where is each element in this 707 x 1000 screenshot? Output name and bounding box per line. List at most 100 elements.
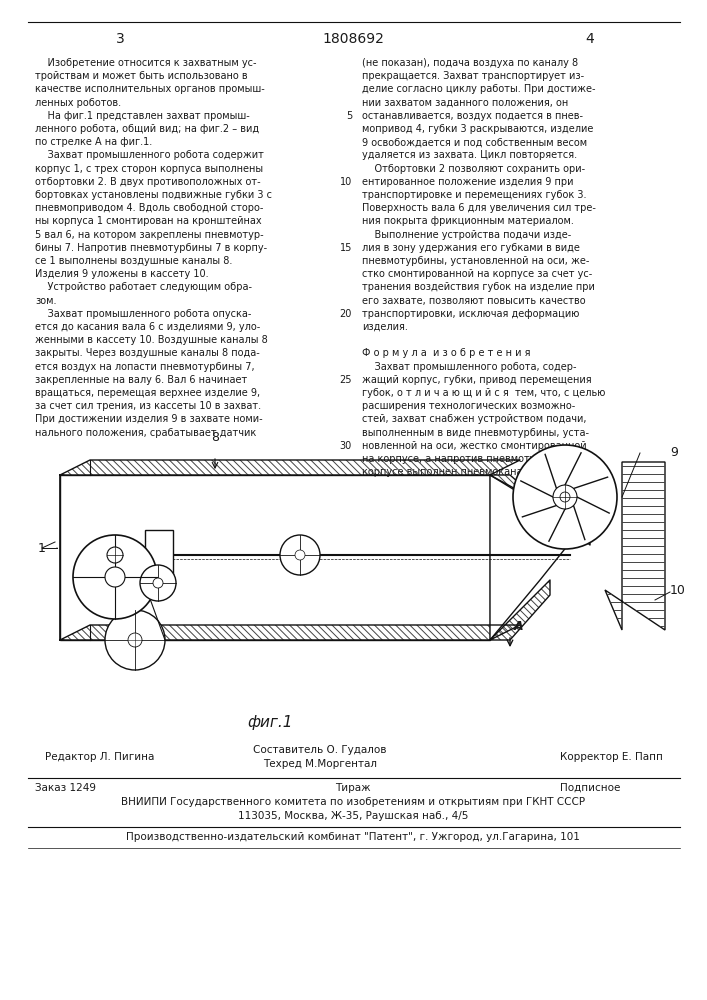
Circle shape xyxy=(553,485,577,509)
Text: Устройство работает следующим обра-: Устройство работает следующим обра- xyxy=(35,282,252,292)
Circle shape xyxy=(107,547,123,563)
Text: удаляется из захвата. Цикл повторяется.: удаляется из захвата. Цикл повторяется. xyxy=(362,150,577,160)
Text: зом.: зом. xyxy=(35,296,57,306)
Text: качестве исполнительных органов промыш-: качестве исполнительных органов промыш- xyxy=(35,84,264,94)
Text: его захвате, позволяют повысить качество: его захвате, позволяют повысить качество xyxy=(362,296,585,306)
Text: Редактор Л. Пигина: Редактор Л. Пигина xyxy=(45,752,155,762)
Text: 10: 10 xyxy=(670,584,686,596)
Text: бортовках установлены подвижные губки 3 с: бортовках установлены подвижные губки 3 … xyxy=(35,190,272,200)
Circle shape xyxy=(105,567,125,587)
Text: корпусе выполнен пневмоканал.: корпусе выполнен пневмоканал. xyxy=(362,467,532,477)
Text: корпус 1, с трех сторон корпуса выполнены: корпус 1, с трех сторон корпуса выполнен… xyxy=(35,164,263,174)
Text: ентированное положение изделия 9 при: ентированное положение изделия 9 при xyxy=(362,177,573,187)
Text: новленной на оси, жестко смонтированной: новленной на оси, жестко смонтированной xyxy=(362,441,587,451)
Text: Техред М.Моргентал: Техред М.Моргентал xyxy=(263,759,377,769)
Text: ется воздух на лопасти пневмотурбины 7,: ется воздух на лопасти пневмотурбины 7, xyxy=(35,362,255,372)
Text: фиг.1: фиг.1 xyxy=(247,715,293,730)
Text: транения воздействия губок на изделие при: транения воздействия губок на изделие пр… xyxy=(362,282,595,292)
Text: транспортировки, исключая деформацию: транспортировки, исключая деформацию xyxy=(362,309,579,319)
Text: закрыты. Через воздушные каналы 8 пода-: закрыты. Через воздушные каналы 8 пода- xyxy=(35,348,259,358)
Polygon shape xyxy=(490,475,580,640)
Circle shape xyxy=(153,578,163,588)
Text: Изобретение относится к захватным ус-: Изобретение относится к захватным ус- xyxy=(35,58,257,68)
Text: 25: 25 xyxy=(339,375,352,385)
Text: Подписное: Подписное xyxy=(560,783,620,793)
Text: Производственно-издательский комбинат "Патент", г. Ужгород, ул.Гагарина, 101: Производственно-издательский комбинат "П… xyxy=(126,832,580,842)
Polygon shape xyxy=(605,462,665,630)
Text: по стрелке А на фиг.1.: по стрелке А на фиг.1. xyxy=(35,137,152,147)
Text: се 1 выполнены воздушные каналы 8.: се 1 выполнены воздушные каналы 8. xyxy=(35,256,233,266)
Text: лия в зону удержания его губками в виде: лия в зону удержания его губками в виде xyxy=(362,243,580,253)
Text: расширения технологических возможно-: расширения технологических возможно- xyxy=(362,401,575,411)
Text: Корректор Е. Папп: Корректор Е. Папп xyxy=(560,752,663,762)
Text: пневмотурбины, установленной на оси, же-: пневмотурбины, установленной на оси, же- xyxy=(362,256,590,266)
Text: Составитель О. Гудалов: Составитель О. Гудалов xyxy=(253,745,387,755)
Text: 113035, Москва, Ж-35, Раушская наб., 4/5: 113035, Москва, Ж-35, Раушская наб., 4/5 xyxy=(238,811,468,821)
Text: ны корпуса 1 смонтирован на кронштейнах: ны корпуса 1 смонтирован на кронштейнах xyxy=(35,216,262,226)
Text: ется до касания вала 6 с изделиями 9, уло-: ется до касания вала 6 с изделиями 9, ул… xyxy=(35,322,260,332)
Text: 10: 10 xyxy=(340,177,352,187)
Text: 9 освобождается и под собственным весом: 9 освобождается и под собственным весом xyxy=(362,137,587,147)
Text: ленных роботов.: ленных роботов. xyxy=(35,98,121,108)
Text: стей, захват снабжен устройством подачи,: стей, захват снабжен устройством подачи, xyxy=(362,414,587,424)
Circle shape xyxy=(295,550,305,560)
Text: губок, о т л и ч а ю щ и й с я  тем, что, с целью: губок, о т л и ч а ю щ и й с я тем, что,… xyxy=(362,388,605,398)
Text: стко смонтированной на корпусе за счет ус-: стко смонтированной на корпусе за счет у… xyxy=(362,269,592,279)
Circle shape xyxy=(105,610,165,670)
Circle shape xyxy=(560,492,570,502)
Text: изделия.: изделия. xyxy=(362,322,408,332)
Circle shape xyxy=(513,445,617,549)
Text: 30: 30 xyxy=(340,441,352,451)
Text: Захват промышленного робота опуска-: Захват промышленного робота опуска- xyxy=(35,309,252,319)
Circle shape xyxy=(280,535,320,575)
Text: 4: 4 xyxy=(585,32,595,46)
Text: Тираж: Тираж xyxy=(335,783,370,793)
Text: (не показан), подача воздуха по каналу 8: (не показан), подача воздуха по каналу 8 xyxy=(362,58,578,68)
Text: нии захватом заданного положения, он: нии захватом заданного положения, он xyxy=(362,98,568,108)
Text: закрепленные на валу 6. Вал 6 начинает: закрепленные на валу 6. Вал 6 начинает xyxy=(35,375,247,385)
Text: 5: 5 xyxy=(346,111,352,121)
Text: 1808692: 1808692 xyxy=(322,32,384,46)
Text: Изделия 9 уложены в кассету 10.: Изделия 9 уложены в кассету 10. xyxy=(35,269,209,279)
Text: 9: 9 xyxy=(670,446,678,460)
Polygon shape xyxy=(60,475,490,640)
Circle shape xyxy=(128,633,142,647)
Text: нального положения, срабатывает датчик: нального положения, срабатывает датчик xyxy=(35,428,256,438)
Text: мопривод 4, губки 3 раскрываются, изделие: мопривод 4, губки 3 раскрываются, издели… xyxy=(362,124,593,134)
Text: ВНИИПИ Государственного комитета по изобретениям и открытиям при ГКНТ СССР: ВНИИПИ Государственного комитета по изоб… xyxy=(121,797,585,807)
Text: Поверхность вала 6 для увеличения сил тре-: Поверхность вала 6 для увеличения сил тр… xyxy=(362,203,596,213)
Text: женными в кассету 10. Воздушные каналы 8: женными в кассету 10. Воздушные каналы 8 xyxy=(35,335,268,345)
Text: Ф о р м у л а  и з о б р е т е н и я: Ф о р м у л а и з о б р е т е н и я xyxy=(362,348,530,358)
Text: A: A xyxy=(514,620,524,633)
Text: останавливается, воздух подается в пнев-: останавливается, воздух подается в пнев- xyxy=(362,111,583,121)
Text: 1: 1 xyxy=(38,542,46,554)
Text: на корпусе, а напротив пневмотурбины в: на корпусе, а напротив пневмотурбины в xyxy=(362,454,577,464)
Text: Заказ 1249: Заказ 1249 xyxy=(35,783,96,793)
Text: 5 вал 6, на котором закреплены пневмотур-: 5 вал 6, на котором закреплены пневмотур… xyxy=(35,230,264,240)
Text: 8: 8 xyxy=(211,431,219,444)
Text: за счет сил трения, из кассеты 10 в захват.: за счет сил трения, из кассеты 10 в захв… xyxy=(35,401,261,411)
Text: На фиг.1 представлен захват промыш-: На фиг.1 представлен захват промыш- xyxy=(35,111,250,121)
Text: 15: 15 xyxy=(339,243,352,253)
Text: вращаться, перемещая верхнее изделие 9,: вращаться, перемещая верхнее изделие 9, xyxy=(35,388,260,398)
Text: При достижении изделия 9 в захвате номи-: При достижении изделия 9 в захвате номи- xyxy=(35,414,262,424)
Text: 20: 20 xyxy=(339,309,352,319)
Text: бины 7. Напротив пневмотурбины 7 в корпу-: бины 7. Напротив пневмотурбины 7 в корпу… xyxy=(35,243,267,253)
Text: 3: 3 xyxy=(116,32,124,46)
Text: ленного робота, общий вид; на фиг.2 – вид: ленного робота, общий вид; на фиг.2 – ви… xyxy=(35,124,259,134)
Text: делие согласно циклу работы. При достиже-: делие согласно циклу работы. При достиже… xyxy=(362,84,595,94)
Text: Захват промышленного робота содержит: Захват промышленного робота содержит xyxy=(35,150,264,160)
Text: транспортировке и перемещениях губок 3.: транспортировке и перемещениях губок 3. xyxy=(362,190,587,200)
Bar xyxy=(145,530,173,585)
Text: тройствам и может быть использовано в: тройствам и может быть использовано в xyxy=(35,71,247,81)
Text: жащий корпус, губки, привод перемещения: жащий корпус, губки, привод перемещения xyxy=(362,375,592,385)
Text: ния покрыта фрикционным материалом.: ния покрыта фрикционным материалом. xyxy=(362,216,574,226)
Text: Отбортовки 2 позволяют сохранить ори-: Отбортовки 2 позволяют сохранить ори- xyxy=(362,164,585,174)
Text: Захват промышленного робота, содер-: Захват промышленного робота, содер- xyxy=(362,362,576,372)
Text: пневмоприводом 4. Вдоль свободной сторо-: пневмоприводом 4. Вдоль свободной сторо- xyxy=(35,203,264,213)
Circle shape xyxy=(73,535,157,619)
Text: Выполнение устройства подачи изде-: Выполнение устройства подачи изде- xyxy=(362,230,571,240)
Text: отбортовки 2. В двух противоположных от-: отбортовки 2. В двух противоположных от- xyxy=(35,177,261,187)
Text: выполненным в виде пневмотурбины, уста-: выполненным в виде пневмотурбины, уста- xyxy=(362,428,589,438)
Text: прекращается. Захват транспортирует из-: прекращается. Захват транспортирует из- xyxy=(362,71,584,81)
